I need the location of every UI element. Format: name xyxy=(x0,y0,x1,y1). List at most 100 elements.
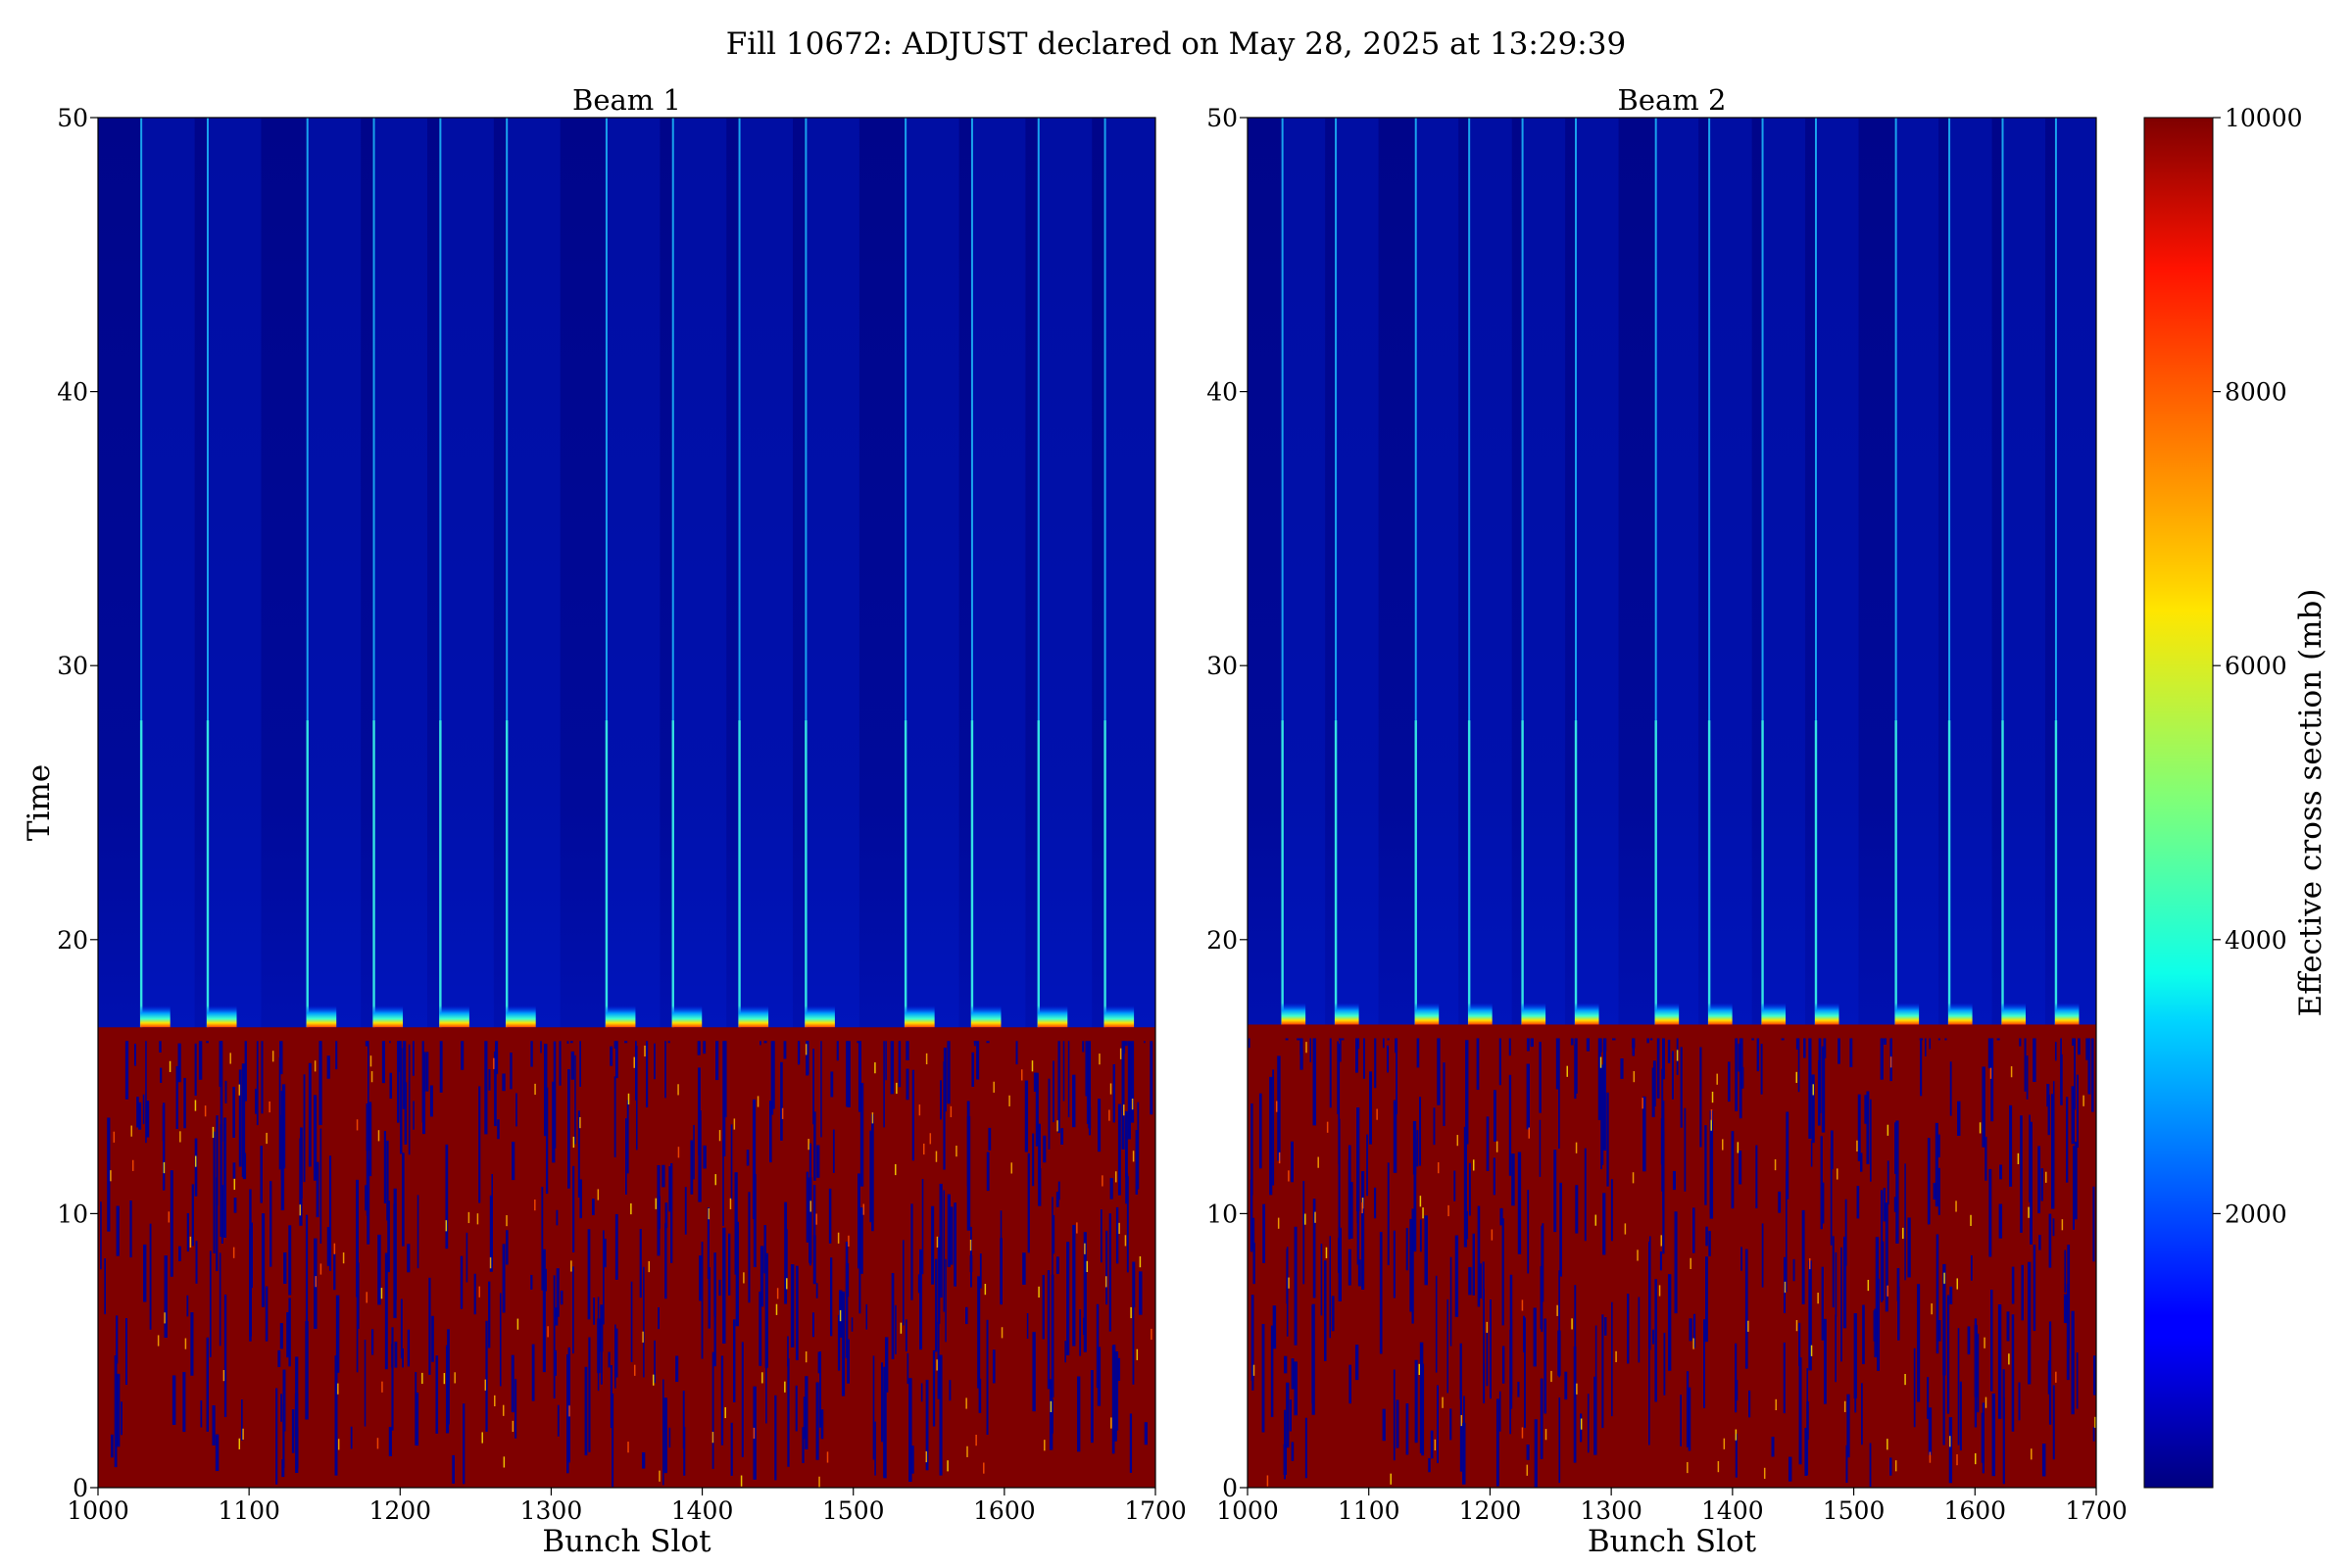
streak xyxy=(1857,1094,1861,1161)
streak xyxy=(1476,1038,1480,1091)
streak xyxy=(223,1294,227,1417)
streak xyxy=(741,1342,744,1457)
streak xyxy=(1262,1203,1266,1263)
streak xyxy=(1704,1125,1707,1205)
streak xyxy=(902,1240,905,1326)
streak xyxy=(415,1372,417,1446)
streak xyxy=(1285,1038,1289,1041)
streak xyxy=(1667,1274,1672,1371)
streak xyxy=(906,1352,909,1385)
streak xyxy=(1598,1038,1602,1053)
streak xyxy=(1291,1358,1295,1390)
streak xyxy=(265,1286,269,1342)
streak xyxy=(1686,1371,1690,1447)
transition-edge xyxy=(140,1005,171,1028)
speckle xyxy=(1437,1162,1440,1174)
speckle xyxy=(1886,1124,1889,1136)
streak xyxy=(664,1202,668,1228)
streak xyxy=(1057,1181,1060,1200)
speckle xyxy=(212,1126,215,1139)
streak xyxy=(722,1140,724,1226)
streak xyxy=(308,1062,312,1167)
streak xyxy=(971,1052,975,1087)
streak xyxy=(1294,1226,1298,1346)
train-band xyxy=(1335,118,1379,1025)
speckle xyxy=(874,1062,876,1074)
streak xyxy=(190,1312,194,1376)
train-band xyxy=(970,118,1026,1028)
streak xyxy=(1659,1251,1663,1271)
streak xyxy=(1405,1403,1409,1455)
streak xyxy=(2048,1321,2052,1425)
streak xyxy=(713,1292,716,1367)
streak xyxy=(1337,1041,1340,1114)
streak xyxy=(920,1383,923,1402)
x-tick-label: 1000 xyxy=(1216,1496,1279,1525)
streak xyxy=(1117,1103,1121,1196)
streak xyxy=(191,1184,194,1247)
streak xyxy=(662,1379,664,1486)
streak xyxy=(1684,1107,1687,1192)
streak xyxy=(1416,1038,1420,1068)
colorbar-tick-label: 4000 xyxy=(2225,926,2287,955)
streak xyxy=(815,1382,819,1460)
streak xyxy=(244,1041,247,1102)
streak xyxy=(1942,1263,1946,1376)
streak xyxy=(806,1041,809,1075)
streak xyxy=(950,1206,954,1265)
speckle xyxy=(627,1442,629,1453)
speckle xyxy=(848,1235,850,1247)
streak xyxy=(1124,1041,1128,1047)
streak xyxy=(1610,1179,1613,1242)
streak xyxy=(170,1170,173,1277)
streak xyxy=(1735,1380,1739,1401)
speckle xyxy=(476,1213,479,1225)
streak xyxy=(216,1177,219,1272)
streak xyxy=(1849,1038,1853,1068)
streak xyxy=(386,1140,389,1221)
speckle xyxy=(1390,1473,1392,1485)
streak xyxy=(1508,1038,1511,1056)
streak xyxy=(1416,1130,1419,1167)
speckle xyxy=(271,1051,274,1062)
streak xyxy=(552,1081,556,1163)
streak xyxy=(1051,1274,1054,1397)
streak xyxy=(945,1258,947,1343)
streak xyxy=(1387,1045,1390,1073)
streak xyxy=(1853,1313,1857,1398)
transition-edge xyxy=(1654,1003,1680,1025)
streak xyxy=(1526,1038,1530,1052)
speckle xyxy=(935,1151,938,1162)
streak xyxy=(1052,1197,1054,1276)
streak xyxy=(1486,1116,1490,1171)
streak xyxy=(326,1055,330,1079)
speckle xyxy=(714,1174,717,1186)
streak xyxy=(1498,1391,1501,1432)
speckle xyxy=(969,1239,972,1251)
speckle xyxy=(1774,1158,1777,1171)
speckle xyxy=(1710,1119,1712,1131)
streak xyxy=(1374,1038,1377,1089)
train-band xyxy=(439,118,494,1028)
streak xyxy=(1511,1153,1515,1206)
streak xyxy=(722,1227,726,1345)
streak xyxy=(1935,1122,1938,1207)
streak xyxy=(1728,1061,1731,1102)
streak xyxy=(1462,1422,1466,1485)
streak xyxy=(1125,1173,1129,1204)
streak xyxy=(1412,1120,1417,1175)
speckle xyxy=(1277,1217,1280,1229)
streak xyxy=(1648,1349,1650,1446)
x-tick-label: 1200 xyxy=(1459,1496,1522,1525)
streak xyxy=(1320,1244,1323,1316)
streak xyxy=(241,1063,246,1178)
streak xyxy=(1277,1055,1281,1161)
y-tick-label: 0 xyxy=(1222,1474,1238,1502)
streak xyxy=(1680,1047,1683,1128)
speckle xyxy=(376,1438,379,1449)
speckle xyxy=(516,1318,519,1330)
speckle xyxy=(1044,1440,1046,1451)
streak xyxy=(1594,1325,1597,1386)
streak xyxy=(1000,1238,1003,1305)
streak xyxy=(1689,1318,1692,1342)
